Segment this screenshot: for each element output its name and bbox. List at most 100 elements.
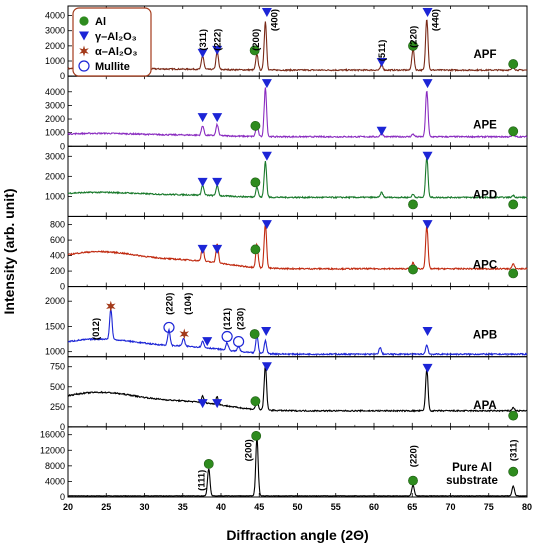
panel-2: 1000 2000 3000 APD bbox=[45, 145, 528, 217]
panel-frame bbox=[67, 145, 528, 217]
mullite-marker bbox=[163, 321, 175, 334]
peak-label: (012) bbox=[91, 318, 102, 340]
peak-label: (111) bbox=[197, 470, 208, 491]
panel-label: APD bbox=[473, 189, 497, 201]
peak-label: (400) bbox=[269, 9, 280, 31]
peak-label: (222) bbox=[213, 29, 224, 51]
al-marker bbox=[508, 199, 519, 210]
y-tick-label: 200 bbox=[50, 266, 65, 276]
mullite-marker bbox=[221, 330, 233, 343]
legend: Al γ–Al₂O₃ α–Al₂O₃ Mullite bbox=[72, 7, 152, 77]
y-axis-title: Intensity (arb. unit) bbox=[1, 189, 17, 315]
y-tick-label: 600 bbox=[50, 235, 65, 245]
al-marker bbox=[249, 329, 260, 339]
panel-frame bbox=[67, 286, 528, 358]
gamma-al2o3-marker bbox=[197, 399, 208, 409]
gamma-al2o3-marker bbox=[212, 113, 223, 123]
al-marker bbox=[508, 466, 519, 477]
al-marker bbox=[408, 40, 418, 51]
gamma-al2o3-marker bbox=[422, 151, 433, 161]
panel-3: 0 200 400 600 800 APC bbox=[50, 215, 528, 292]
x-tick-label: 80 bbox=[522, 502, 532, 512]
y-tick-label: 250 bbox=[50, 402, 65, 412]
al-marker bbox=[408, 264, 418, 275]
panel-0: 0 1000 2000 3000 4000 (311) (222) (200) (400) (51… bbox=[45, 5, 528, 81]
y-tick-label: 4000 bbox=[45, 11, 65, 21]
series-line bbox=[67, 223, 528, 271]
legend-label: α–Al₂O₃ bbox=[95, 46, 137, 58]
peak-label: (220) bbox=[409, 445, 420, 467]
al-marker bbox=[250, 396, 261, 407]
peak-label: (440) bbox=[431, 9, 442, 31]
y-tick-label: 1000 bbox=[45, 128, 65, 138]
gamma-al2o3-marker bbox=[212, 45, 223, 55]
panel-1: 0 1000 2000 3000 4000 APE bbox=[45, 75, 528, 151]
series-line bbox=[67, 308, 528, 357]
al-marker bbox=[251, 430, 262, 441]
y-tick-label: 2000 bbox=[45, 171, 65, 181]
peak-label: (511) bbox=[377, 40, 388, 62]
gamma-al2o3-marker bbox=[212, 399, 223, 409]
y-tick-label: 12000 bbox=[40, 445, 65, 455]
gamma-al2o3-marker bbox=[422, 363, 433, 373]
panel-frame bbox=[67, 356, 528, 428]
peak-label: (220) bbox=[164, 293, 175, 315]
x-tick-label: 60 bbox=[369, 502, 379, 512]
al-marker bbox=[508, 59, 519, 69]
peak-label: (230) bbox=[236, 308, 247, 330]
gamma-al2o3-marker bbox=[376, 126, 387, 136]
gamma-al2o3-marker bbox=[422, 326, 433, 336]
y-tick-label: 4000 bbox=[45, 476, 65, 486]
y-tick-label: 4000 bbox=[45, 87, 65, 97]
x-tick-label: 45 bbox=[254, 502, 264, 512]
panel-label: substrate bbox=[446, 475, 498, 487]
gamma-al2o3-marker bbox=[261, 326, 272, 336]
y-tick-label: 0 bbox=[60, 492, 65, 502]
gamma-al2o3-marker bbox=[261, 79, 272, 89]
y-tick-label: 750 bbox=[50, 362, 65, 372]
y-tick-label: 8000 bbox=[45, 461, 65, 471]
x-tick-label: 40 bbox=[216, 502, 226, 512]
x-tick-label: 35 bbox=[178, 502, 188, 512]
legend-marker-gamma bbox=[79, 31, 89, 41]
peak-label: (104) bbox=[183, 293, 194, 315]
peak-label: (311) bbox=[198, 29, 209, 51]
y-tick-label: 500 bbox=[50, 382, 65, 392]
legend-marker-mullite bbox=[78, 60, 90, 72]
alpha-al2o3-marker bbox=[106, 300, 116, 312]
gamma-al2o3-marker bbox=[261, 362, 272, 372]
panel-4: 1000 1500 2000 (012) (220) (104) (121) (230) APB bbox=[45, 286, 528, 358]
panel-label: APE bbox=[473, 119, 497, 131]
al-marker bbox=[250, 244, 261, 255]
y-tick-label: 2000 bbox=[45, 296, 65, 306]
x-axis-title: Diffraction angle (2Θ) bbox=[226, 527, 368, 543]
gamma-al2o3-marker bbox=[422, 220, 433, 230]
peak-label: (121) bbox=[222, 308, 233, 330]
gamma-al2o3-marker bbox=[197, 48, 208, 58]
y-tick-label: 2000 bbox=[45, 41, 65, 51]
gamma-al2o3-marker bbox=[197, 177, 208, 187]
x-tick-label: 30 bbox=[139, 502, 149, 512]
legend-label: Al bbox=[95, 16, 106, 28]
x-tick-label: 50 bbox=[292, 502, 302, 512]
x-tick-label: 20 bbox=[63, 502, 73, 512]
y-tick-label: 400 bbox=[50, 251, 65, 261]
peak-label: (311) bbox=[509, 439, 520, 461]
al-marker bbox=[508, 410, 519, 421]
peak-label: (200) bbox=[243, 439, 254, 461]
y-tick-label: 1000 bbox=[45, 347, 65, 357]
al-marker bbox=[203, 459, 214, 469]
x-tick-label: 55 bbox=[331, 502, 341, 512]
panel-label: APB bbox=[473, 330, 497, 342]
y-tick-label: 2000 bbox=[45, 114, 65, 124]
panel-frame bbox=[67, 215, 528, 288]
al-marker bbox=[249, 45, 260, 56]
al-marker bbox=[408, 475, 418, 486]
gamma-al2o3-marker bbox=[212, 244, 223, 254]
al-marker bbox=[250, 177, 261, 188]
y-tick-label: 1000 bbox=[45, 56, 65, 66]
x-tick-label: 25 bbox=[101, 502, 111, 512]
series-line bbox=[67, 364, 528, 413]
gamma-al2o3-marker bbox=[376, 58, 387, 68]
